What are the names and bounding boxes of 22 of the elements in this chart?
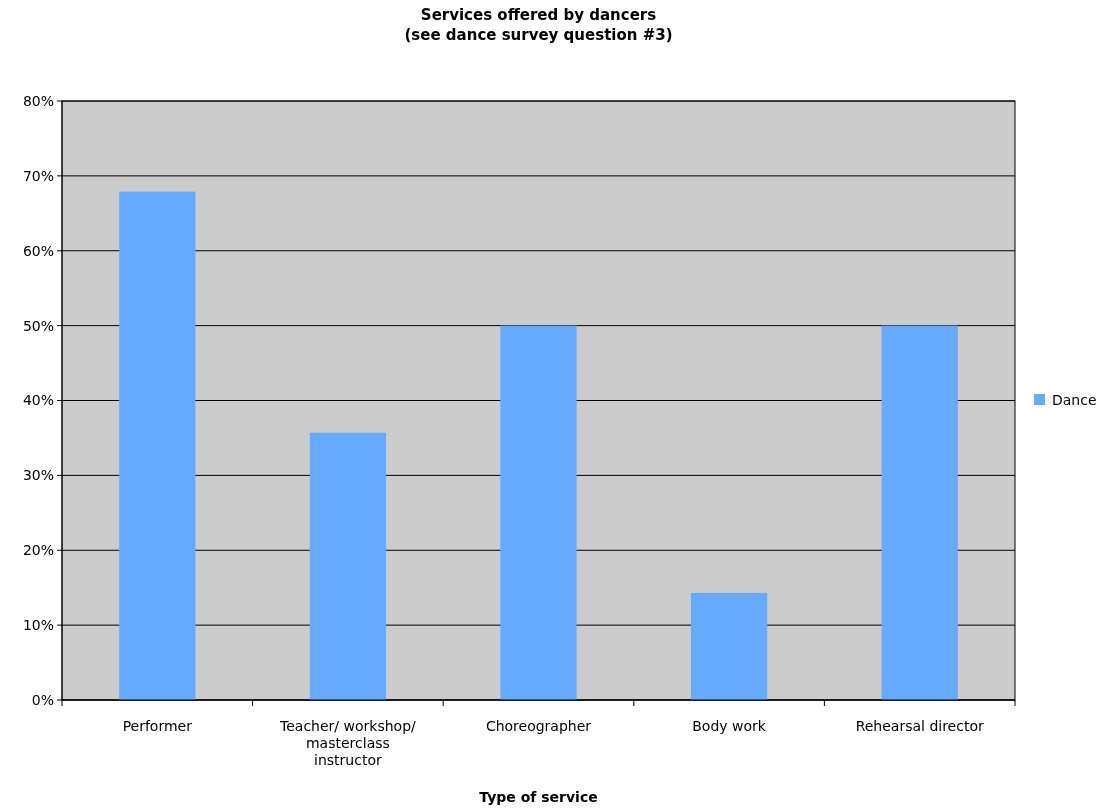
bar — [881, 325, 958, 700]
x-axis-title: Type of service — [479, 789, 598, 805]
x-tick-label: Body work — [692, 718, 767, 734]
x-tick-label: Performer — [122, 718, 193, 734]
y-tick-label: 60% — [22, 242, 54, 259]
x-tick-label: Rehearsal director — [855, 718, 984, 734]
y-tick-label: 10% — [22, 617, 54, 634]
x-tick-label: Teacher/ workshop/ masterclass instructor — [279, 718, 417, 768]
y-tick-label: 30% — [22, 467, 54, 484]
legend-label: Dance — [1052, 391, 1097, 408]
chart-title: Services offered by dancers (see dance survey question #3) — [404, 6, 673, 44]
y-tick-label: 70% — [22, 167, 54, 184]
bar — [500, 325, 577, 700]
y-tick-label: 0% — [31, 691, 54, 708]
y-tick-label: 50% — [22, 317, 54, 334]
y-tick-label: 40% — [22, 392, 54, 409]
y-tick-label: 80% — [22, 92, 54, 109]
bar — [119, 191, 196, 700]
bar — [309, 432, 387, 700]
x-tick-label: Choreographer — [485, 718, 592, 734]
y-tick-label: 20% — [22, 542, 54, 559]
bar — [690, 592, 768, 700]
